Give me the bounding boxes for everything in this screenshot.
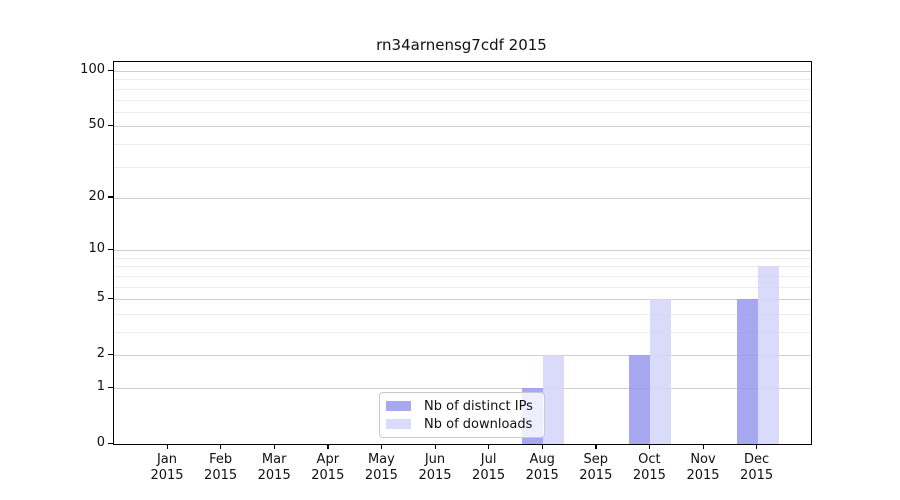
x-tick-year: 2015 — [525, 468, 559, 483]
x-tick-year: 2015 — [257, 468, 291, 483]
x-tick-month: Apr — [316, 452, 340, 467]
gridline-minor-4 — [114, 313, 811, 315]
x-tick-year: 2015 — [150, 468, 184, 483]
y-tick-label-50: 50 — [88, 117, 105, 133]
gridline-major-100 — [114, 71, 811, 72]
gridline-minor-3 — [114, 332, 811, 333]
gridline-minor-70 — [114, 99, 811, 101]
x-tick-month: Sep — [583, 452, 609, 467]
x-tick-year: 2015 — [204, 468, 238, 483]
x-tick-label-jan: Jan 2015 — [139, 452, 195, 484]
gridline-major-5 — [114, 299, 811, 301]
x-tick-month: Mar — [261, 452, 287, 467]
x-tick-label-dec: Dec 2015 — [729, 452, 785, 484]
gridline-major-2 — [114, 355, 811, 357]
x-tick-mark-mar — [273, 444, 276, 449]
x-tick-month: May — [367, 452, 395, 467]
x-tick-mark-feb — [220, 444, 222, 449]
x-tick-month: Jun — [424, 452, 446, 467]
x-tick-mark-jun — [434, 444, 436, 449]
legend-label-distinct-ips: Nb of distinct IPs — [424, 398, 533, 414]
y-tick-label-100: 100 — [80, 62, 105, 77]
x-tick-label-nov: Nov 2015 — [675, 452, 731, 484]
y-tick-label-2: 2 — [96, 346, 105, 362]
y-tick-label-10: 10 — [88, 241, 105, 257]
y-tick-label-5: 5 — [96, 290, 105, 306]
gridline-minor-90 — [114, 79, 811, 81]
x-tick-mark-aug — [541, 444, 544, 449]
x-tick-label-apr: Apr 2015 — [300, 452, 356, 484]
plot-area — [113, 61, 812, 445]
x-tick-mark-sep — [595, 444, 597, 449]
x-tick-mark-oct — [648, 444, 651, 449]
x-tick-label-jul: Jul 2015 — [461, 452, 517, 484]
gridline-minor-40 — [114, 143, 811, 145]
y-tick-mark-10 — [108, 248, 113, 251]
x-tick-month: Feb — [209, 452, 233, 467]
x-tick-year: 2015 — [632, 468, 666, 483]
x-tick-month: Aug — [529, 452, 555, 467]
x-tick-year: 2015 — [364, 468, 398, 483]
x-tick-year: 2015 — [686, 468, 720, 483]
gridline-major-1 — [114, 388, 811, 389]
chart-title: rn34arnensg7cdf 2015 — [376, 36, 547, 54]
legend-item-distinct-ips: Nb of distinct IPs — [386, 397, 536, 415]
x-tick-year: 2015 — [579, 468, 613, 483]
y-tick-mark-20 — [108, 196, 113, 198]
x-tick-mark-may — [380, 444, 383, 449]
x-tick-month: Nov — [690, 452, 716, 467]
y-tick-mark-5 — [108, 297, 113, 300]
y-tick-label-20: 20 — [88, 188, 105, 204]
bar-downloads-oct — [650, 299, 672, 444]
bar-distinct-ips-oct — [629, 355, 651, 444]
x-tick-year: 2015 — [740, 468, 774, 483]
legend-label-downloads: Nb of downloads — [424, 416, 533, 432]
gridline-minor-9 — [114, 257, 811, 259]
x-tick-mark-nov — [702, 444, 704, 449]
gridline-major-20 — [114, 197, 811, 199]
y-tick-mark-2 — [108, 353, 113, 356]
x-tick-month: Oct — [638, 452, 661, 467]
bar-downloads-dec — [757, 266, 779, 444]
x-tick-label-aug: Aug 2015 — [514, 452, 570, 484]
y-tick-mark-1 — [108, 386, 113, 388]
x-tick-month: Jul — [480, 452, 497, 467]
y-tick-mark-100 — [108, 69, 113, 71]
x-tick-month: Jan — [156, 452, 178, 467]
gridline-minor-30 — [114, 166, 811, 168]
x-tick-label-sep: Sep 2015 — [568, 452, 624, 484]
x-tick-year: 2015 — [311, 468, 345, 483]
x-tick-label-feb: Feb 2015 — [193, 452, 249, 484]
x-tick-mark-apr — [327, 444, 329, 449]
bar-distinct-ips-dec — [736, 299, 758, 444]
gridline-minor-7 — [114, 275, 811, 277]
legend-swatch-distinct-ips — [386, 401, 411, 411]
x-tick-mark-dec — [756, 444, 758, 449]
x-tick-label-may: May 2015 — [353, 452, 409, 484]
gridline-major-10 — [114, 250, 811, 252]
y-tick-mark-50 — [108, 124, 113, 127]
y-tick-label-0: 0 — [96, 435, 105, 450]
x-tick-label-jun: Jun 2015 — [407, 452, 463, 484]
legend-item-downloads: Nb of downloads — [386, 415, 536, 433]
gridline-major-50 — [114, 126, 811, 128]
legend: Nb of distinct IPs Nb of downloads — [379, 392, 545, 438]
y-tick-mark-0 — [108, 442, 113, 444]
gridline-minor-80 — [114, 88, 811, 90]
x-tick-month: Dec — [744, 452, 770, 467]
x-tick-label-mar: Mar 2015 — [246, 452, 302, 484]
x-tick-label-oct: Oct 2015 — [621, 452, 677, 484]
gridline-minor-8 — [114, 266, 811, 268]
x-tick-year: 2015 — [472, 468, 506, 483]
gridline-minor-60 — [114, 111, 811, 113]
y-tick-label-1: 1 — [96, 379, 105, 394]
gridline-minor-6 — [114, 286, 811, 288]
legend-swatch-downloads — [386, 419, 411, 429]
x-tick-mark-jul — [488, 444, 490, 449]
bar-downloads-aug — [543, 355, 565, 444]
x-tick-year: 2015 — [418, 468, 452, 483]
x-tick-mark-jan — [166, 444, 168, 449]
